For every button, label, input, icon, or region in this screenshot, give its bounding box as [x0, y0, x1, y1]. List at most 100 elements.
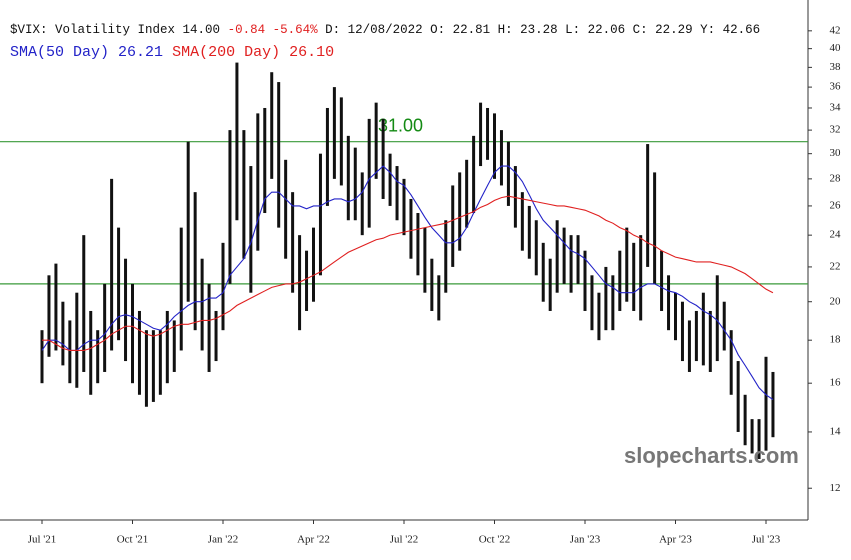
legend-entry: SMA(200 Day) 26.10: [172, 44, 334, 61]
price-bar: [186, 141, 190, 302]
y-tick-label: 20: [830, 295, 842, 307]
y-tick-label: 12: [830, 482, 841, 494]
y-tick-label: 16: [830, 377, 842, 389]
price-bar: [40, 330, 44, 384]
price-bar: [75, 292, 79, 388]
price-bar: [423, 227, 427, 293]
price-bar: [117, 227, 121, 341]
y-tick-label: 38: [830, 61, 842, 73]
y-tick-label: 42: [830, 24, 841, 36]
price-bar: [437, 275, 441, 321]
price-bar: [722, 301, 726, 351]
price-bar: [479, 102, 483, 167]
x-tick-label: Jul '23: [752, 534, 781, 546]
header-details: D: 12/08/2022 O: 22.81 H: 23.28 L: 22.06…: [325, 23, 761, 37]
price-bar: [332, 87, 336, 179]
price-bar: [520, 192, 524, 251]
price-bar: [729, 330, 733, 395]
header-symbol: $VIX: Volatility Index 14.00: [10, 23, 221, 37]
price-bar: [604, 266, 608, 331]
legend-value: 26.10: [289, 44, 335, 61]
header-change: -0.84 -5.64%: [227, 23, 318, 37]
price-bar: [200, 258, 204, 351]
legend: SMA(50 Day) 26.21 SMA(200 Day) 26.10: [10, 44, 334, 61]
price-bar: [228, 130, 232, 284]
price-bar: [305, 250, 309, 311]
price-bar: [89, 310, 93, 395]
price-bar: [541, 242, 545, 302]
price-bar: [513, 166, 517, 228]
x-tick-label: Apr '22: [297, 534, 330, 546]
price-bar: [472, 135, 476, 214]
price-bar: [736, 361, 740, 432]
price-bar: [277, 82, 281, 228]
price-bar: [618, 250, 622, 311]
watermark: slopecharts.com: [624, 443, 799, 468]
price-bar: [47, 275, 51, 357]
x-tick-label: Apr '23: [659, 534, 692, 546]
x-tick-label: Jan '23: [570, 534, 601, 546]
price-bar: [687, 320, 691, 372]
price-bar: [339, 97, 343, 186]
price-bar: [534, 220, 538, 276]
price-bar: [235, 62, 239, 221]
price-bar: [451, 185, 455, 267]
price-bar: [103, 283, 107, 372]
price-bar: [221, 242, 225, 331]
price-bar: [395, 166, 399, 221]
price-bar: [110, 178, 114, 351]
price-bar: [54, 263, 58, 351]
price-bar: [242, 130, 246, 259]
price-bar: [694, 310, 698, 362]
price-bar: [611, 275, 615, 331]
price-bar: [263, 107, 267, 214]
price-bar: [353, 147, 357, 221]
y-tick-label: 40: [830, 42, 842, 54]
price-bar: [381, 118, 385, 199]
sma-line: [42, 195, 774, 352]
price-bar: [214, 310, 218, 362]
price-bar: [374, 102, 378, 179]
price-bar: [416, 213, 420, 276]
price-bar: [632, 242, 636, 311]
price-bar: [493, 113, 496, 179]
price-bar: [270, 72, 274, 179]
price-bar: [193, 192, 197, 331]
x-tick-label: Jan '22: [208, 534, 238, 546]
price-bar: [757, 419, 761, 460]
price-bar: [124, 258, 128, 362]
y-tick-label: 22: [830, 260, 841, 272]
price-bar: [318, 153, 322, 276]
price-bar: [465, 159, 469, 228]
price-bar: [555, 220, 559, 293]
price-bar: [548, 258, 552, 311]
price-bar: [701, 292, 705, 366]
y-tick-label: 24: [830, 229, 842, 241]
price-bar: [771, 371, 775, 438]
legend-name: SMA(50 Day): [10, 44, 110, 61]
price-bar: [165, 310, 169, 384]
y-tick-label: 36: [830, 81, 842, 93]
price-bar: [207, 283, 211, 372]
price-bar: [583, 250, 587, 311]
price-bar: [715, 275, 719, 362]
price-bar: [388, 153, 392, 206]
price-bar: [402, 178, 406, 236]
price-bar: [486, 107, 490, 160]
price-bar: [499, 130, 503, 186]
price-bar: [68, 320, 72, 384]
price-bar: [646, 144, 650, 267]
price-bar: [151, 330, 155, 402]
legend-value: 26.21: [118, 44, 164, 61]
price-bar: [639, 235, 643, 321]
price-bar: [409, 198, 413, 259]
price-bar: [743, 394, 747, 446]
price-bar: [764, 356, 768, 451]
price-bar: [527, 205, 531, 259]
price-bar: [346, 135, 350, 221]
price-bar: [179, 227, 183, 351]
price-bar: [458, 172, 462, 251]
price-bar: [367, 118, 371, 228]
